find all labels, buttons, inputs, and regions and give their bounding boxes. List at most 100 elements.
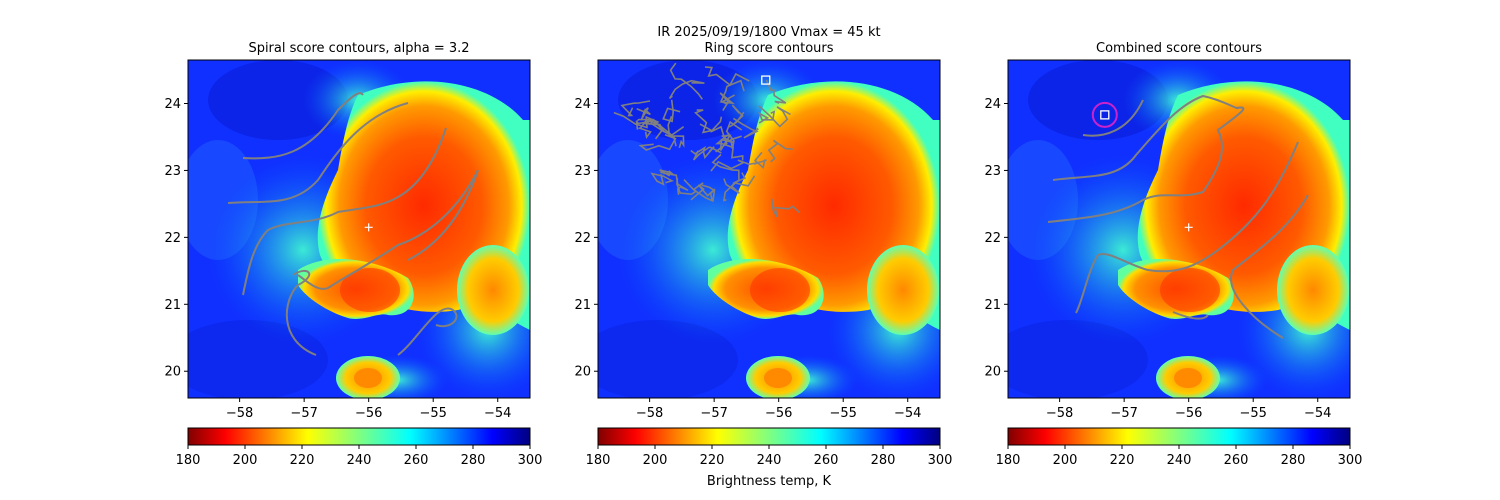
best-center-marker xyxy=(1100,110,1110,120)
contour-line-5 xyxy=(1230,194,1309,339)
ring-contour xyxy=(753,151,767,170)
x-tick-label: −57 xyxy=(700,406,727,421)
colorbar-2: 180 200 220 240 260 280 300 xyxy=(586,427,953,468)
contour-line-5 xyxy=(285,269,317,356)
x-tick-label: −55 xyxy=(829,406,856,421)
ring-contour xyxy=(694,109,714,134)
x-tick-label: −54 xyxy=(1304,406,1331,421)
y-tick-label: 24 xyxy=(574,97,591,112)
x-tick-label: −58 xyxy=(636,406,663,421)
x-tick-label: −58 xyxy=(226,406,253,421)
panel-3: Combined score contours −58 −57 −56 −55 −54 20… xyxy=(984,41,1351,421)
suptitle: IR 2025/09/19/1800 Vmax = 45 kt xyxy=(657,25,880,40)
ring-contour xyxy=(659,169,674,177)
ring-contour xyxy=(771,198,801,218)
y-tick-label: 24 xyxy=(984,97,1001,112)
ring-contour xyxy=(758,105,791,128)
colorbar-tick-label: 280 xyxy=(461,453,486,468)
axes-frame xyxy=(1007,59,1351,399)
contour-line-3 xyxy=(1047,106,1245,223)
x-tick-label: −56 xyxy=(1175,406,1202,421)
x-tick-label: −55 xyxy=(419,406,446,421)
x-tick-label: −56 xyxy=(355,406,382,421)
colorbar-3: 180 200 220 240 260 280 300 xyxy=(996,427,1362,468)
colorbar-tick-label: 180 xyxy=(586,453,611,468)
colorbar-tick-label: 200 xyxy=(643,453,668,468)
panel-title: Ring score contours xyxy=(704,41,833,56)
y-tick-label: 23 xyxy=(984,164,1001,179)
colorbar-tick-label: 280 xyxy=(871,453,896,468)
ir-image xyxy=(1008,60,1350,398)
colorbar-tick-label: 220 xyxy=(700,453,725,468)
colorbar-tick-label: 300 xyxy=(928,453,953,468)
colorbar-tick-label: 260 xyxy=(814,453,839,468)
colorbar-tick-label: 220 xyxy=(290,453,315,468)
ring-contour xyxy=(758,110,776,124)
panel-1: Spiral score contours, alpha = 3.2 −58 −57… xyxy=(164,41,531,421)
ring-contour xyxy=(690,184,716,201)
ring-contour xyxy=(720,79,745,105)
y-tick-label: 22 xyxy=(984,231,1001,246)
score-contours xyxy=(1047,94,1309,339)
y-tick-label: 23 xyxy=(164,164,181,179)
contour-line-6 xyxy=(397,307,458,356)
ring-contour xyxy=(732,117,759,139)
axes-frame xyxy=(187,59,531,399)
panel-2: Ring score contours −58 −57 −56 −55 −54 20 21 22… xyxy=(574,41,941,421)
panel-title: Spiral score contours, alpha = 3.2 xyxy=(248,41,469,56)
best-center-circle xyxy=(1091,101,1118,128)
ring-contour xyxy=(636,107,651,121)
colorbar-gradient xyxy=(597,427,941,446)
x-tick-label: −54 xyxy=(894,406,921,421)
ring-contour xyxy=(725,120,743,149)
x-tick-label: −54 xyxy=(484,406,511,421)
colorbar-tick-label: 180 xyxy=(176,453,201,468)
ir-image xyxy=(598,60,940,398)
contour-line-6 xyxy=(1172,311,1209,320)
colorbar-gradient xyxy=(187,427,531,446)
ring-contour xyxy=(765,79,787,104)
y-tick-label: 20 xyxy=(574,365,591,380)
ring-contour xyxy=(638,134,677,151)
ring-contour xyxy=(620,100,651,117)
colorbar-tick-label: 240 xyxy=(757,453,782,468)
contour-line-2 xyxy=(227,102,409,204)
panel-title: Combined score contours xyxy=(1096,41,1262,56)
y-tick-label: 20 xyxy=(164,365,181,380)
y-tick-label: 24 xyxy=(164,97,181,112)
axes-frame xyxy=(597,59,941,399)
best-center-marker xyxy=(761,75,771,85)
y-tick-label: 23 xyxy=(574,164,591,179)
x-tick-label: −58 xyxy=(1046,406,1073,421)
ring-contour xyxy=(710,159,760,172)
x-tick-label: −55 xyxy=(1239,406,1266,421)
colorbar-tick-label: 260 xyxy=(404,453,429,468)
colorbar-tick-label: 200 xyxy=(1053,453,1078,468)
storm-center-marker xyxy=(1184,223,1193,232)
ring-contour xyxy=(668,79,705,100)
x-tick-label: −57 xyxy=(290,406,317,421)
contour-line-1 xyxy=(242,92,364,160)
ring-contour xyxy=(723,172,747,194)
y-tick-label: 21 xyxy=(574,298,591,313)
colorbar-tick-label: 220 xyxy=(1110,453,1135,468)
contour-line-7 xyxy=(407,169,479,261)
ring-contour xyxy=(704,66,750,87)
x-tick-label: −57 xyxy=(1110,406,1137,421)
y-tick-label: 22 xyxy=(574,231,591,246)
ir-image xyxy=(188,60,530,398)
colorbar-gradient xyxy=(1007,427,1351,446)
y-tick-label: 21 xyxy=(984,298,1001,313)
ring-contour xyxy=(669,62,703,100)
ring-contour xyxy=(692,146,722,161)
score-contours xyxy=(613,62,801,218)
y-tick-label: 22 xyxy=(164,231,181,246)
colorbar-tick-label: 280 xyxy=(1281,453,1306,468)
contour-line-1 xyxy=(1082,99,1144,137)
contour-line-2 xyxy=(1052,94,1239,181)
ring-contour xyxy=(636,118,664,140)
colorbar-tick-label: 240 xyxy=(347,453,372,468)
colorbar-label: Brightness temp, K xyxy=(707,474,832,489)
ring-contour xyxy=(637,119,658,140)
